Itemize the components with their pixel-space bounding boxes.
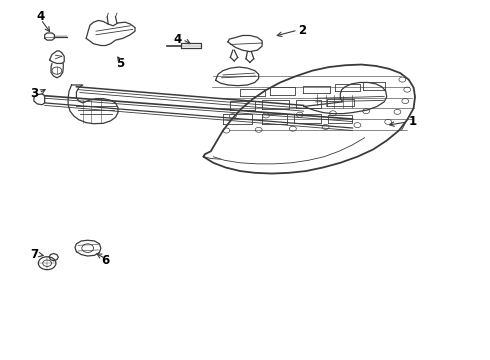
- Text: 4: 4: [173, 33, 182, 46]
- Text: 7: 7: [30, 248, 38, 261]
- Text: 4: 4: [37, 10, 45, 23]
- Text: 3: 3: [30, 87, 38, 100]
- Text: 6: 6: [101, 254, 110, 267]
- Text: 2: 2: [298, 24, 307, 37]
- Text: 5: 5: [116, 57, 124, 70]
- Text: 1: 1: [409, 116, 416, 129]
